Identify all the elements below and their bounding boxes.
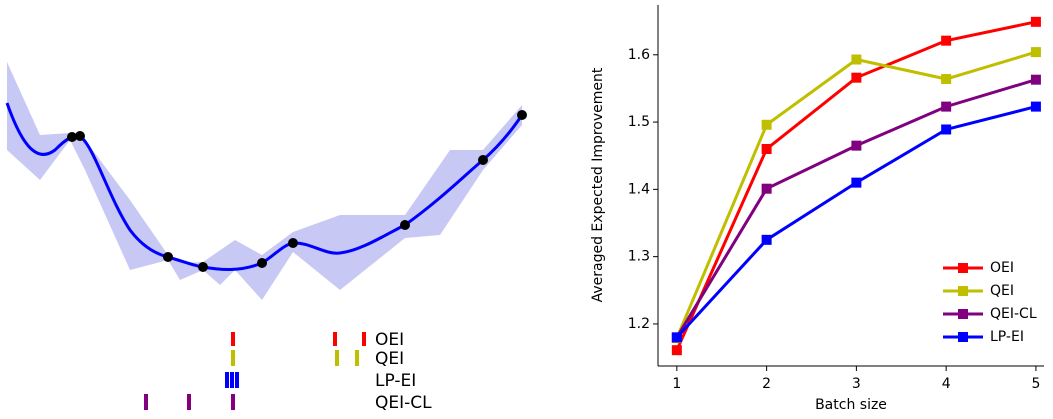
point-marker (1030, 16, 1041, 27)
point-marker (671, 332, 682, 343)
point-marker (761, 143, 772, 154)
method-label: QEI (375, 349, 404, 369)
observations (67, 110, 527, 272)
y-tick-label: 1.3 (628, 249, 650, 265)
legend-marker (958, 286, 968, 296)
point-marker (851, 54, 862, 65)
point-marker (941, 124, 952, 135)
gp-illustration: OEI QEI LP-EI QEI-CL (5, 62, 527, 413)
y-tick-label: 1.6 (628, 47, 650, 63)
legend-marker (958, 309, 968, 319)
legend-label: QEI (990, 283, 1014, 299)
y-tick-label: 1.2 (628, 316, 650, 332)
x-axis-label: Batch size (815, 397, 887, 413)
point-marker (1030, 101, 1041, 112)
y-tick-label: 1.5 (628, 114, 650, 130)
point-marker (941, 74, 952, 85)
batch-ticks (144, 332, 366, 410)
legend-marker (958, 263, 968, 273)
y-tick-label: 1.4 (628, 181, 650, 197)
legend-label: QEI-CL (990, 306, 1037, 322)
x-tick-label: 5 (1031, 376, 1040, 392)
point-marker (851, 140, 862, 151)
line-chart: Batch size Averaged Expected Improvement… (590, 5, 1044, 413)
method-label: QEI-CL (375, 393, 432, 413)
point-marker (761, 234, 772, 245)
point-marker (1030, 47, 1041, 58)
x-tick-label: 4 (942, 376, 951, 392)
method-label: OEI (375, 330, 404, 350)
x-tick-label: 2 (762, 376, 771, 392)
y-axis-label: Averaged Expected Improvement (590, 67, 606, 302)
legend-marker (958, 332, 968, 342)
x-tick-label: 3 (852, 376, 861, 392)
point-marker (761, 119, 772, 130)
legend-label: LP-EI (990, 329, 1024, 345)
uncertainty-band (7, 62, 522, 300)
x-tick-label: 1 (672, 376, 681, 392)
point-marker (851, 177, 862, 188)
point-marker (671, 345, 682, 356)
point-marker (1030, 74, 1041, 85)
point-marker (851, 72, 862, 83)
point-marker (941, 35, 952, 46)
point-marker (761, 183, 772, 194)
method-label: LP-EI (375, 371, 416, 391)
point-marker (941, 101, 952, 112)
legend-label: OEI (990, 260, 1014, 276)
